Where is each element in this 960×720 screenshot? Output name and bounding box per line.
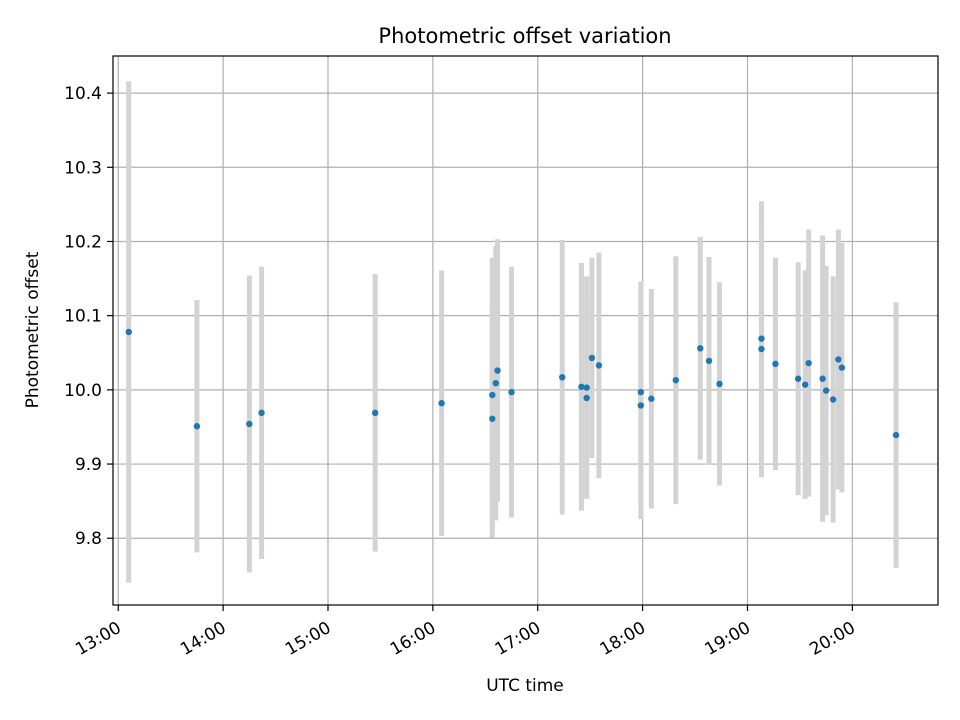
y-tick-label: 10.1 [64, 307, 102, 327]
plot-frame [112, 55, 939, 606]
plot-area-background [113, 56, 938, 605]
data-point [892, 431, 900, 439]
data-point [829, 396, 837, 403]
data-point [583, 394, 590, 402]
data-point [125, 328, 132, 336]
data-point [489, 391, 496, 399]
data-point [819, 375, 826, 382]
data-point [805, 359, 812, 367]
data-point [258, 409, 265, 417]
y-tick-label: 10.2 [64, 232, 102, 252]
data-point [588, 354, 596, 362]
data-point [801, 381, 809, 388]
data-point [705, 357, 713, 365]
chart-title: Photometric offset variation [378, 24, 671, 48]
data-point [438, 400, 445, 407]
data-point [637, 402, 645, 409]
data-point [637, 388, 645, 396]
data-point [371, 409, 379, 417]
y-axis-title: Photometric offset [23, 251, 43, 408]
data-point [559, 374, 566, 381]
data-point [822, 387, 830, 394]
x-axis-title: UTC time [486, 676, 564, 696]
data-point [697, 345, 704, 352]
y-tick-label: 9.8 [75, 529, 102, 549]
data-point [583, 384, 590, 391]
y-tick-label: 10.3 [64, 158, 102, 178]
data-point [246, 420, 253, 428]
data-point [489, 415, 496, 422]
data-point [835, 356, 842, 363]
data-point [492, 379, 499, 387]
data-point [672, 377, 680, 384]
data-point [772, 360, 779, 368]
data-point [716, 380, 723, 388]
y-tick-label: 10.4 [64, 84, 102, 104]
y-tick-label: 10.0 [64, 381, 102, 401]
data-points [125, 328, 900, 439]
data-point [794, 375, 802, 382]
data-point [648, 395, 655, 402]
data-point [758, 345, 765, 353]
data-point [508, 388, 515, 396]
y-tick-label: 9.9 [75, 455, 102, 475]
data-point [578, 383, 585, 391]
data-point [494, 367, 501, 374]
data-point [595, 362, 603, 369]
data-point [838, 364, 846, 371]
data-point [758, 335, 765, 342]
data-point [193, 423, 201, 430]
